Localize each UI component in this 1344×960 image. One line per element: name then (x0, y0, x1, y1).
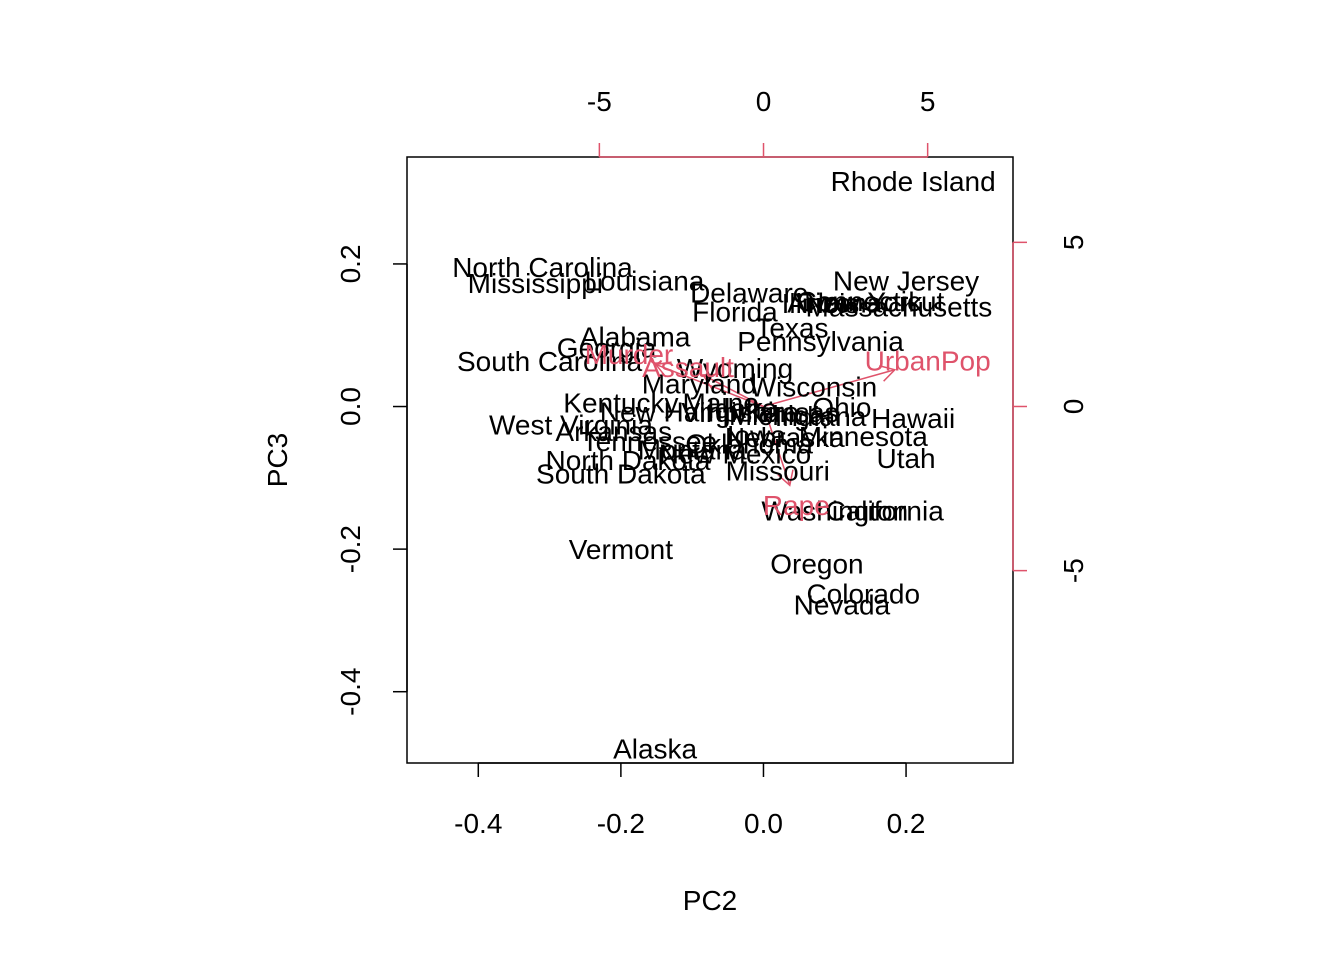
observation-label: Virginia (681, 397, 774, 428)
x-axis-label: PC2 (683, 885, 737, 916)
observation-label: New Hampshire (600, 397, 799, 428)
observation-label: Arkansas (555, 416, 672, 447)
observation-label: Colorado (806, 578, 920, 609)
top-tick-label: 5 (920, 86, 936, 117)
observation-label: West Virginia (489, 409, 653, 440)
observation-label: Wisconsin (750, 372, 878, 403)
observation-label: Nebraska (725, 422, 845, 453)
x-tick-label: -0.4 (454, 808, 502, 839)
observation-label: Maryland (642, 369, 757, 400)
arrow-head (879, 365, 897, 382)
observation-label: Massachusetts (806, 292, 993, 323)
loading-arrow (763, 369, 896, 408)
x-axis-top: -5 0 5 (587, 86, 936, 158)
observation-label: Rhode Island (831, 166, 996, 197)
observation-label: Minnesota (799, 421, 929, 452)
arrow-head (701, 373, 720, 389)
arrow-head (777, 469, 794, 487)
variable-label: Assault (642, 352, 734, 383)
observation-label: Hawaii (871, 403, 955, 434)
observation-label: Oklahoma (685, 429, 813, 460)
observation-label: Louisiana (584, 265, 704, 296)
y-tick-label: 0.2 (335, 244, 366, 283)
y-tick-label: -0.4 (335, 668, 366, 716)
x-tick-label: -0.2 (597, 808, 645, 839)
arrow-head (654, 361, 672, 378)
observation-label: Georgia (557, 332, 657, 363)
top-tick-label: -5 (587, 86, 612, 117)
observation-label: Mississippi (468, 268, 603, 299)
observation-label: Florida (692, 297, 778, 328)
x-tick-label: 0.0 (744, 808, 783, 839)
observation-label: Wyoming (677, 353, 793, 384)
x-tick-label: 0.2 (887, 808, 926, 839)
y-axis-right: -5 0 5 (1012, 235, 1089, 583)
observation-label: Kentucky (563, 387, 678, 418)
loading-arrows (654, 361, 897, 487)
observation-label: California (826, 496, 945, 527)
observation-label: Maine (683, 387, 759, 418)
observation-label: Indiana (775, 401, 867, 432)
right-tick-label: 5 (1058, 235, 1089, 251)
variable-label: Murder (585, 339, 674, 370)
observation-label: North Carolina (452, 252, 633, 283)
y-tick-label: -0.2 (335, 525, 366, 573)
variable-label: Rape (763, 490, 830, 521)
y-axis-left: -0.4 -0.2 0.0 0.2 (335, 244, 408, 716)
observation-label: Tennessee (582, 426, 717, 457)
observation-label: Delaware (690, 277, 808, 308)
observation-label: Missouri (726, 456, 830, 487)
observation-label: South Carolina (457, 346, 643, 377)
observation-label: Oregon (770, 548, 863, 579)
observation-label: Arizona (787, 287, 882, 318)
observation-label: South Dakota (536, 459, 706, 490)
observation-label: Texas (755, 312, 828, 343)
observation-label: Pennsylvania (737, 326, 904, 357)
y-tick-label: 0.0 (335, 387, 366, 426)
loading-arrow (762, 406, 791, 486)
observation-label: New Mexico (659, 439, 811, 470)
observation-label: Iowa (727, 420, 787, 451)
observation-label: North Dakota (546, 445, 711, 476)
observation-label: Utah (876, 443, 935, 474)
observation-label: Michigan (729, 400, 841, 431)
right-tick-label: -5 (1058, 558, 1089, 583)
x-axis-bottom: -0.4 -0.2 0.0 0.2 (454, 762, 926, 839)
observation-label: New York (804, 287, 923, 318)
observation-label: Kansas (745, 397, 838, 428)
observation-labels: Rhode Island North CarolinaMississippiLou… (452, 166, 996, 765)
observation-label: Washington (761, 496, 908, 527)
observation-label: Alabama (580, 322, 691, 353)
observation-label: Alaska (613, 734, 697, 765)
observation-label: New Jersey (833, 265, 979, 296)
observation-label: Nevada (794, 590, 891, 621)
observation-label: Connecticut (796, 286, 944, 317)
right-tick-label: 0 (1058, 399, 1089, 415)
y-axis-label: PC3 (262, 433, 293, 487)
variable-label: UrbanPop (865, 346, 991, 377)
observation-label: Illinois (782, 288, 860, 319)
top-tick-label: 0 (756, 86, 772, 117)
loading-arrow (702, 374, 764, 408)
observation-label: Montana (638, 434, 747, 465)
observation-label: Vermont (569, 534, 673, 565)
observation-label: Idaho (707, 393, 777, 424)
observation-label: Ohio (812, 392, 871, 423)
